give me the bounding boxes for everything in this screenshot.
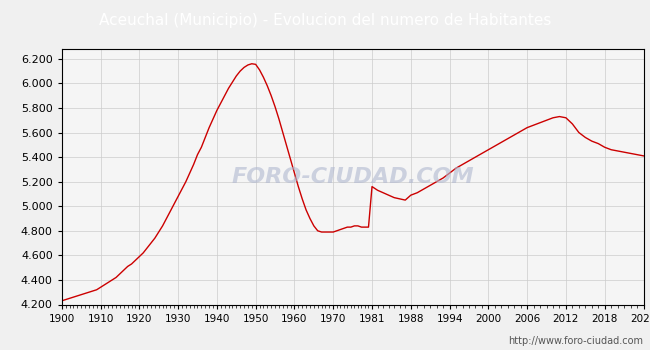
Text: http://www.foro-ciudad.com: http://www.foro-ciudad.com	[508, 336, 644, 346]
Text: FORO-CIUDAD.COM: FORO-CIUDAD.COM	[231, 167, 474, 187]
Text: Aceuchal (Municipio) - Evolucion del numero de Habitantes: Aceuchal (Municipio) - Evolucion del num…	[99, 14, 551, 28]
